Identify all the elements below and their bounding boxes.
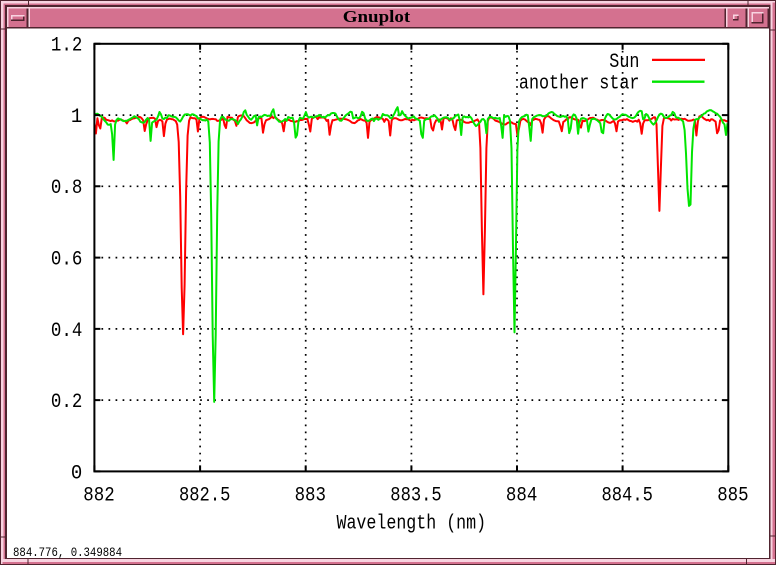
svg-text:0.2: 0.2	[51, 391, 82, 414]
svg-text:884.776, 0.349884: 884.776, 0.349884	[13, 546, 122, 560]
svg-text:0.8: 0.8	[51, 177, 82, 200]
svg-text:885: 885	[717, 485, 748, 508]
svg-text:another star: another star	[519, 73, 640, 96]
svg-text:0: 0	[71, 462, 82, 485]
svg-text:884.5: 884.5	[602, 485, 653, 508]
svg-text:883.5: 883.5	[390, 485, 441, 508]
svg-text:882.5: 882.5	[179, 485, 230, 508]
svg-text:Wavelength (nm): Wavelength (nm)	[336, 513, 486, 536]
svg-text:0.4: 0.4	[51, 320, 82, 343]
svg-text:884: 884	[506, 485, 537, 508]
svg-text:882: 882	[83, 485, 114, 508]
svg-text:1.2: 1.2	[51, 35, 82, 58]
svg-text:883: 883	[295, 485, 326, 508]
svg-text:Sun: Sun	[609, 51, 639, 74]
svg-text:0.6: 0.6	[51, 249, 82, 272]
svg-text:Gnuplot: Gnuplot	[343, 7, 411, 26]
svg-text:1: 1	[71, 106, 82, 129]
